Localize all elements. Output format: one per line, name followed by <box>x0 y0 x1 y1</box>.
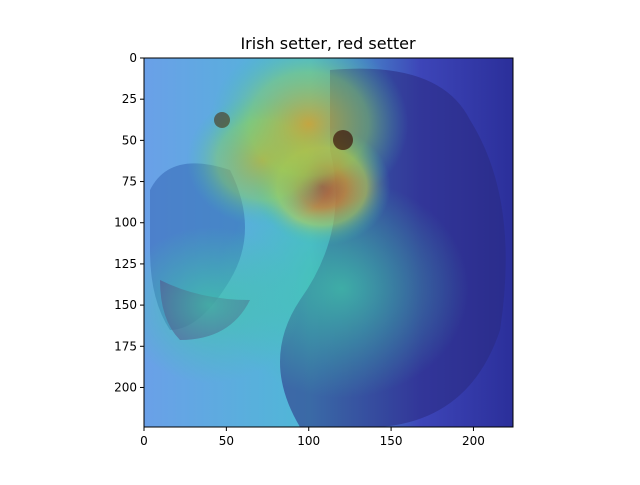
y-tick-label: 150 <box>114 298 137 312</box>
y-axis: 0 25 50 75 100 125 150 175 200 <box>114 51 144 394</box>
y-tick-label: 50 <box>122 133 137 147</box>
y-tick-label: 175 <box>114 339 137 353</box>
y-tick-label: 0 <box>129 51 137 65</box>
hotspot-2 <box>209 58 409 210</box>
x-tick-label: 100 <box>297 434 320 448</box>
plot-area <box>144 58 513 427</box>
x-tick-label: 50 <box>219 434 234 448</box>
chart-title: Irish setter, red setter <box>240 34 416 53</box>
x-axis: 0 50 100 150 200 <box>140 427 485 448</box>
x-tick-label: 200 <box>462 434 485 448</box>
y-tick-label: 100 <box>114 216 137 230</box>
hotspot-4 <box>144 226 301 384</box>
y-tick-label: 75 <box>122 175 137 189</box>
dog-eye-right <box>333 130 353 150</box>
x-tick-label: 0 <box>140 434 148 448</box>
y-tick-label: 125 <box>114 257 137 271</box>
dog-eye-left <box>214 112 230 128</box>
y-tick-label: 25 <box>122 92 137 106</box>
axes-frame <box>143 57 514 428</box>
x-tick-label: 150 <box>380 434 403 448</box>
y-tick-label: 200 <box>114 380 137 394</box>
